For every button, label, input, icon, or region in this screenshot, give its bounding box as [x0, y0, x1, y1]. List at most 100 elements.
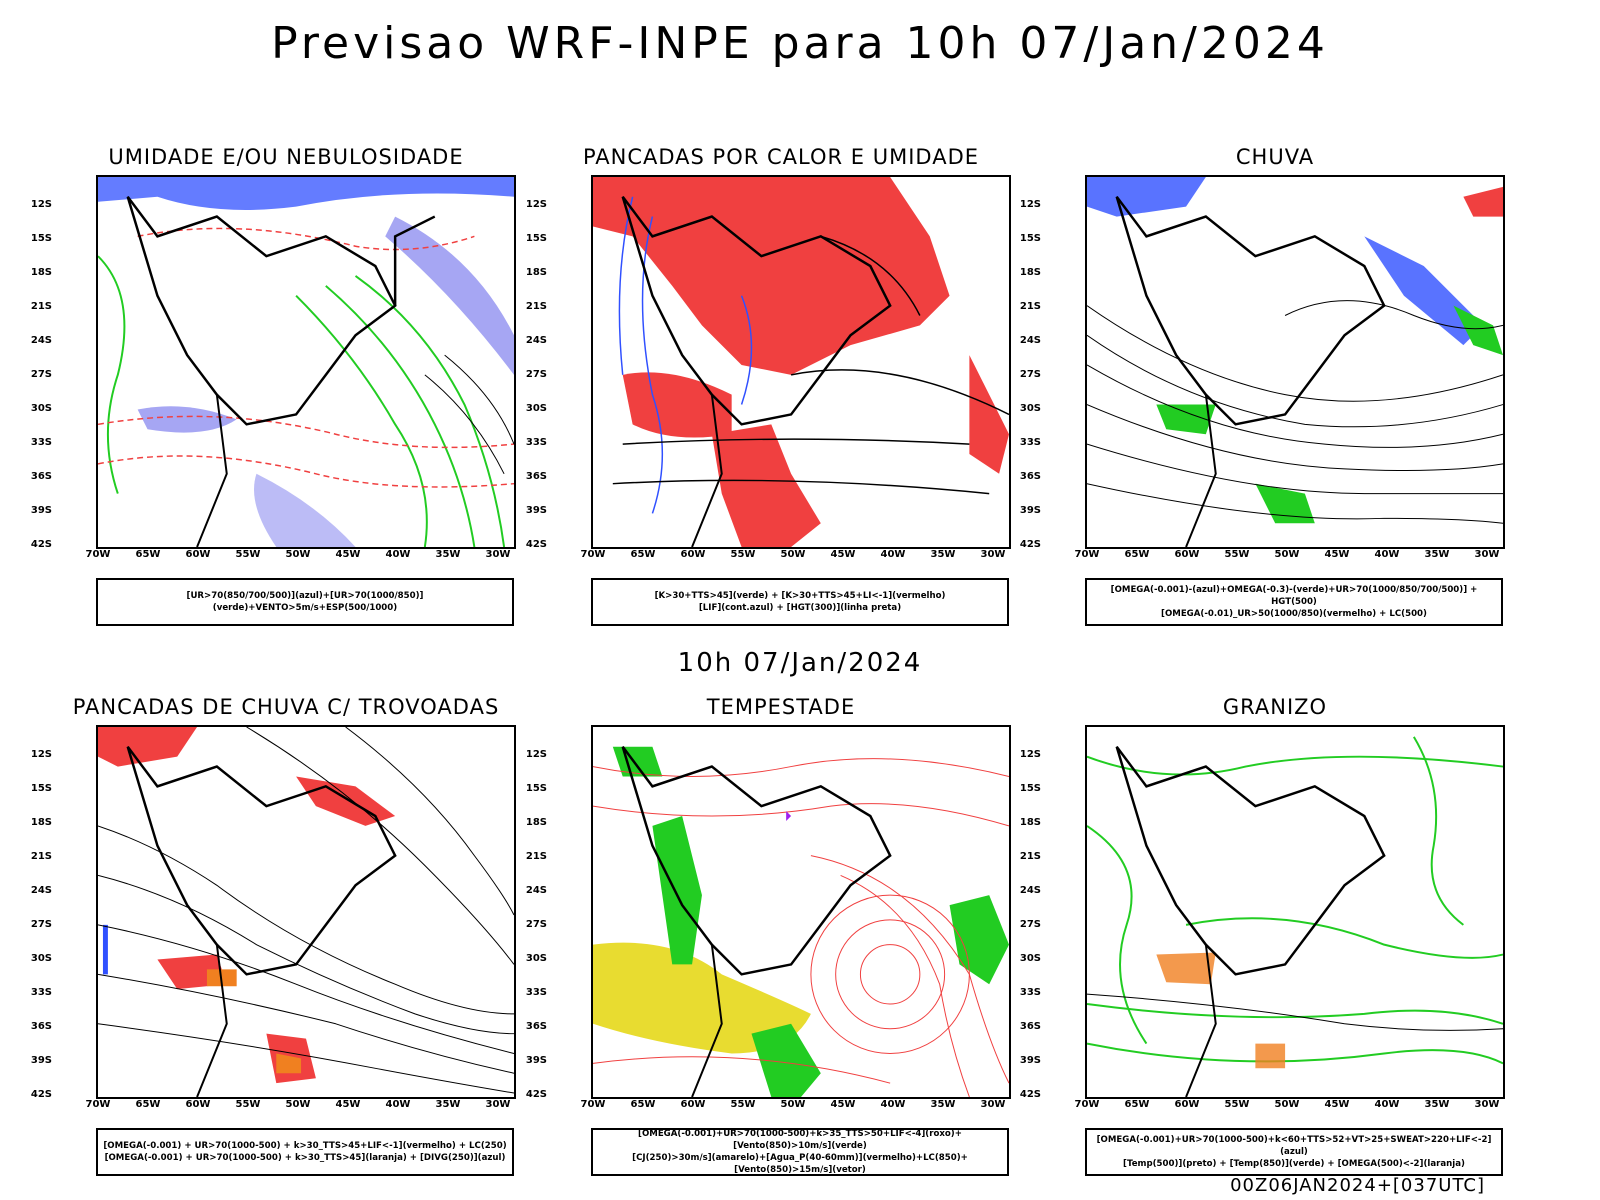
lon-label: 35W	[930, 1099, 956, 1110]
lat-label: 42S	[1019, 539, 1041, 550]
lon-label: 70W	[1074, 549, 1100, 560]
lon-label: 35W	[930, 549, 956, 560]
lon-label: 65W	[1124, 549, 1150, 560]
lat-label: 36S	[30, 1021, 52, 1032]
legend-line: [OMEGA(-0.001)+UR>70(1000-500)+k<60+TTS>…	[1096, 1135, 1492, 1157]
lon-label: 60W	[185, 549, 211, 560]
lon-label: 55W	[730, 549, 756, 560]
lat-label: 39S	[525, 1055, 547, 1066]
panel-title: CHUVA	[1235, 145, 1315, 169]
lat-label: 36S	[1019, 1021, 1041, 1032]
lat-label: 30S	[525, 953, 547, 964]
forecast-map[interactable]	[591, 175, 1011, 549]
panel-umidade: UMIDADE E/OU NEBULOSIDADE 12S 15S 18S 21…	[31, 145, 516, 626]
forecast-map[interactable]	[1085, 725, 1505, 1099]
lon-label: 40W	[385, 1099, 411, 1110]
lon-label: 65W	[630, 549, 656, 560]
lon-label: 45W	[335, 549, 361, 560]
lat-label: 27S	[525, 369, 547, 380]
lat-label: 15S	[525, 783, 547, 794]
panel-granizo: GRANIZO 12S 15S 18S 21S 24S 27S 30S 33S …	[1020, 695, 1505, 1176]
legend-line: [UR>70(850/700/500)](azul)+[UR>70(1000/8…	[186, 591, 424, 613]
lon-label: 50W	[780, 549, 806, 560]
lat-label: 24S	[1019, 335, 1041, 346]
forecast-map[interactable]	[96, 725, 516, 1099]
legend-line: [LIF](cont.azul) + [HGT(300)](linha pret…	[698, 603, 902, 613]
forecast-time: 10h 07/Jan/2024	[677, 648, 923, 678]
lat-label: 18S	[30, 267, 52, 278]
run-timestamp: 00Z06JAN2024+[037UTC]	[1230, 1175, 1485, 1196]
lat-label: 30S	[1019, 403, 1041, 414]
lat-label: 42S	[525, 1089, 547, 1100]
lat-label: 36S	[525, 471, 547, 482]
forecast-map[interactable]	[591, 725, 1011, 1099]
lat-label: 12S	[525, 199, 547, 210]
lat-label: 12S	[30, 199, 52, 210]
lon-label: 60W	[1174, 549, 1200, 560]
lat-label: 15S	[525, 233, 547, 244]
legend-line: [CJ(250)>30m/s](amarelo)+[Agua_P(40-60mm…	[632, 1153, 968, 1175]
lon-label: 65W	[630, 1099, 656, 1110]
lat-label: 15S	[30, 783, 52, 794]
legend-line: [OMEGA(-0.001)+UR>70(1000-500)+k>35_TTS>…	[638, 1129, 962, 1151]
page-title: Previsao WRF-INPE para 10h 07/Jan/2024	[271, 18, 1329, 69]
panel-legend: [OMEGA(-0.001)+UR>70(1000-500)+k<60+TTS>…	[1085, 1128, 1503, 1176]
lat-label: 18S	[525, 817, 547, 828]
panel-legend: [OMEGA(-0.001)+UR>70(1000-500)+k>35_TTS>…	[591, 1128, 1009, 1176]
lat-label: 27S	[1019, 369, 1041, 380]
lat-label: 24S	[30, 335, 52, 346]
lat-label: 18S	[1019, 817, 1041, 828]
lon-label: 70W	[85, 549, 111, 560]
lat-label: 36S	[30, 471, 52, 482]
lon-label: 30W	[980, 549, 1006, 560]
lat-label: 42S	[30, 539, 52, 550]
lon-label: 60W	[680, 1099, 706, 1110]
lon-label: 45W	[830, 549, 856, 560]
lon-label: 70W	[1074, 1099, 1100, 1110]
lon-label: 30W	[980, 1099, 1006, 1110]
panel-title: UMIDADE E/OU NEBULOSIDADE	[108, 145, 464, 169]
lat-label: 21S	[30, 301, 52, 312]
lat-label: 27S	[30, 919, 52, 930]
legend-line: [OMEGA(-0.001)-(azul)+OMEGA(-0.3)-(verde…	[1110, 585, 1478, 607]
lon-label: 30W	[485, 549, 511, 560]
lon-label: 40W	[385, 549, 411, 560]
panel-legend: [OMEGA(-0.001)-(azul)+OMEGA(-0.3)-(verde…	[1085, 578, 1503, 626]
panel-pancadas-trovoadas: PANCADAS DE CHUVA C/ TROVOADAS 12S 15S 1…	[31, 695, 516, 1176]
lon-label: 55W	[235, 1099, 261, 1110]
lon-label: 70W	[85, 1099, 111, 1110]
panel-legend: [OMEGA(-0.001) + UR>70(1000-500) + k>30_…	[96, 1128, 514, 1176]
lat-label: 15S	[30, 233, 52, 244]
lat-label: 39S	[30, 1055, 52, 1066]
lat-label: 39S	[1019, 1055, 1041, 1066]
lat-label: 42S	[525, 539, 547, 550]
lon-label: 65W	[1124, 1099, 1150, 1110]
lat-label: 30S	[30, 403, 52, 414]
lon-label: 45W	[335, 1099, 361, 1110]
lat-label: 21S	[1019, 301, 1041, 312]
lat-label: 21S	[525, 851, 547, 862]
lat-label: 36S	[525, 1021, 547, 1032]
panel-tempestade: TEMPESTADE 12S 15S 18S 21S 24S 27S 30S 3…	[526, 695, 1011, 1176]
lat-label: 24S	[525, 335, 547, 346]
lat-label: 39S	[525, 505, 547, 516]
lat-label: 12S	[1019, 749, 1041, 760]
lat-label: 27S	[1019, 919, 1041, 930]
lat-label: 33S	[1019, 437, 1041, 448]
lat-label: 12S	[1019, 199, 1041, 210]
lon-label: 35W	[1424, 1099, 1450, 1110]
lat-label: 33S	[525, 987, 547, 998]
lat-label: 30S	[1019, 953, 1041, 964]
lon-label: 35W	[435, 1099, 461, 1110]
lat-label: 33S	[30, 437, 52, 448]
lat-label: 18S	[30, 817, 52, 828]
forecast-map[interactable]	[1085, 175, 1505, 549]
panel-legend: [UR>70(850/700/500)](azul)+[UR>70(1000/8…	[96, 578, 514, 626]
lon-label: 55W	[1224, 549, 1250, 560]
legend-line: [OMEGA(-0.001) + UR>70(1000-500) + k>30_…	[103, 1141, 507, 1151]
lon-label: 55W	[730, 1099, 756, 1110]
lon-label: 50W	[1274, 1099, 1300, 1110]
forecast-map[interactable]	[96, 175, 516, 549]
lat-label: 24S	[1019, 885, 1041, 896]
lat-label: 36S	[1019, 471, 1041, 482]
